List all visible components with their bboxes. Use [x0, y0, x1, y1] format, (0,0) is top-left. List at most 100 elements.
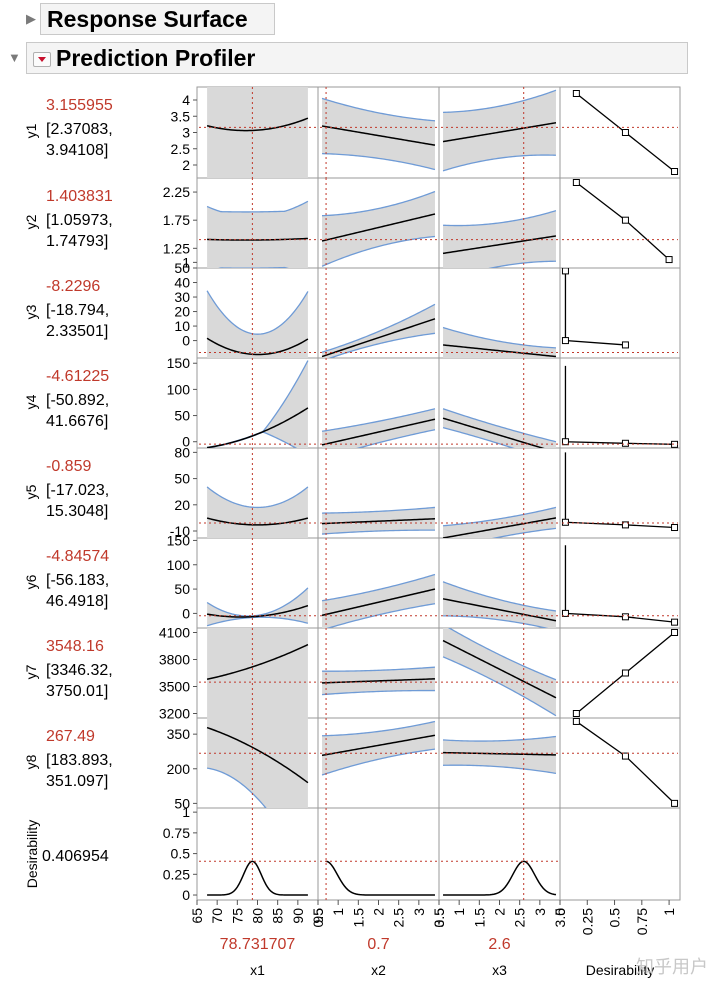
- cell-y8-x1: [199, 718, 316, 808]
- x-tick-label-x2: 0.5: [310, 908, 326, 928]
- upper-confidence-line: [206, 587, 309, 617]
- x-tick-label-x2: 3: [411, 908, 427, 916]
- upper-confidence-line: [447, 628, 557, 681]
- y-tick-label-y5: 50: [174, 471, 190, 487]
- x-tick-label-x1: 95: [310, 908, 326, 924]
- prediction-trace: [206, 726, 309, 784]
- cell-y3-x2: [320, 268, 437, 358]
- prediction-trace: [442, 517, 557, 538]
- y-tick-label-y7: 4100: [159, 625, 190, 641]
- x-tick-label-Desirability: 0.5: [607, 908, 623, 928]
- response-predicted-value: 1.403831: [46, 188, 113, 205]
- confidence-band: [443, 90, 556, 171]
- cell-y1-x3: [441, 87, 558, 178]
- y-tick-label-y7: 3500: [159, 679, 190, 695]
- x-tick-label-x2: 3.5: [431, 908, 447, 928]
- confidence-band: [207, 201, 308, 268]
- disclosure-collapsed-icon[interactable]: ▶: [26, 11, 36, 26]
- upper-confidence-line: [321, 573, 436, 602]
- desirability-function: [564, 545, 675, 623]
- desirability-handle: [621, 752, 629, 760]
- desirability-value: 0.406954: [42, 848, 109, 865]
- desirability-handle: [561, 609, 569, 617]
- y-tick-label-y1: 3.5: [171, 108, 191, 124]
- factor-current-value-x1[interactable]: 78.731707: [219, 936, 296, 953]
- prediction-profiler-title[interactable]: Prediction Profiler: [26, 42, 688, 74]
- confidence-band: [443, 581, 556, 628]
- y-tick-label-y4: 50: [174, 408, 190, 424]
- confidence-band: [322, 574, 435, 628]
- confidence-band: [443, 507, 556, 538]
- x-tick-label-Desirability: 0.25: [579, 908, 595, 935]
- lower-confidence-line: [356, 429, 436, 448]
- lower-confidence-line: [442, 154, 556, 172]
- response-predicted-value: 3.155955: [46, 97, 113, 114]
- prediction-trace: [321, 588, 436, 617]
- y-tick-label-y2: 1.75: [163, 212, 190, 228]
- y-tick-label-y3: 50: [174, 260, 190, 276]
- prediction-trace: [206, 604, 309, 618]
- y-tick-label-y1: 2.5: [171, 141, 191, 157]
- response-predicted-value: -8.2296: [46, 278, 101, 295]
- prediction-profiler-header: ▼ Prediction Profiler: [0, 42, 720, 76]
- lower-confidence-line: [326, 603, 436, 628]
- desirability-cell-y7: [562, 629, 679, 717]
- y-tick-label-y1: 4: [182, 92, 190, 108]
- response-confidence-interval-upper: 3750.01]: [46, 683, 109, 700]
- red-triangle-menu-icon[interactable]: [33, 51, 51, 67]
- cell-y1-x2: [320, 87, 437, 178]
- cell-y7-x1: [199, 628, 316, 718]
- y-tick-label-y4: 150: [167, 355, 191, 371]
- y-tick-label-y3: 30: [174, 289, 190, 305]
- y-tick-label-y7: 3800: [159, 652, 190, 668]
- y-tick-label-y8: 50: [174, 795, 190, 811]
- response-confidence-interval: [183.893,: [46, 752, 118, 769]
- response-surface-title[interactable]: Response Surface: [40, 3, 275, 35]
- disclosure-expanded-icon[interactable]: ▼: [8, 50, 21, 65]
- factor-current-value-x3[interactable]: 2.6: [488, 936, 511, 953]
- cell-y2-x1: [199, 178, 316, 268]
- cell-y4-x3: [441, 358, 558, 448]
- x-tick-label-x2: 2: [371, 908, 387, 916]
- prediction-trace: [442, 344, 557, 358]
- cell-Desirability-x3: [441, 808, 558, 900]
- y-tick-label-y5: 20: [174, 497, 190, 513]
- lower-confidence-line: [218, 266, 290, 268]
- desirability-cell-y8: [562, 718, 679, 807]
- lower-confidence-line: [206, 767, 267, 808]
- desirability-handle: [665, 256, 673, 264]
- prediction-trace: [321, 125, 436, 146]
- response-confidence-interval: [-56.183,: [46, 572, 114, 589]
- x-tick-label-Desirability: 0: [552, 908, 568, 916]
- y-tick-label-y4: 100: [167, 381, 191, 397]
- prediction-trace: [321, 418, 436, 446]
- x-tick-label-x3: 2: [492, 908, 508, 916]
- upper-confidence-line: [321, 408, 436, 432]
- x-tick-label-x1: 65: [189, 908, 205, 924]
- x-tick-label-x3: 3: [532, 908, 548, 916]
- upper-confidence-line: [322, 190, 436, 217]
- prediction-profiler-label: Prediction Profiler: [56, 44, 256, 71]
- prediction-trace: [443, 860, 557, 896]
- y-tick-label-y6: 100: [167, 557, 191, 573]
- desirability-function: [575, 720, 675, 804]
- x-tick-label-x3: 2.5: [512, 908, 528, 928]
- prediction-trace: [206, 517, 309, 526]
- y-tick-label-y3: 0: [182, 333, 190, 349]
- prediction-trace: [321, 734, 436, 757]
- response-predicted-value: -4.61225: [46, 368, 110, 385]
- cell-y6-x2: [320, 538, 437, 628]
- prediction-trace: [442, 639, 557, 699]
- y-tick-label-y1: 2: [182, 157, 190, 173]
- prediction-trace: [442, 122, 557, 143]
- factor-name-x1: x1: [250, 962, 265, 978]
- desirability-handle: [572, 90, 580, 97]
- desirability-handle: [621, 521, 629, 529]
- cell-Desirability-x2: [320, 808, 437, 900]
- factor-current-value-x2[interactable]: 0.7: [367, 936, 390, 953]
- lower-confidence-line: [488, 260, 556, 268]
- upper-confidence-line: [443, 210, 557, 227]
- cell-y8-x3: [441, 718, 558, 808]
- x-tick-label-x3: 0.5: [431, 908, 447, 928]
